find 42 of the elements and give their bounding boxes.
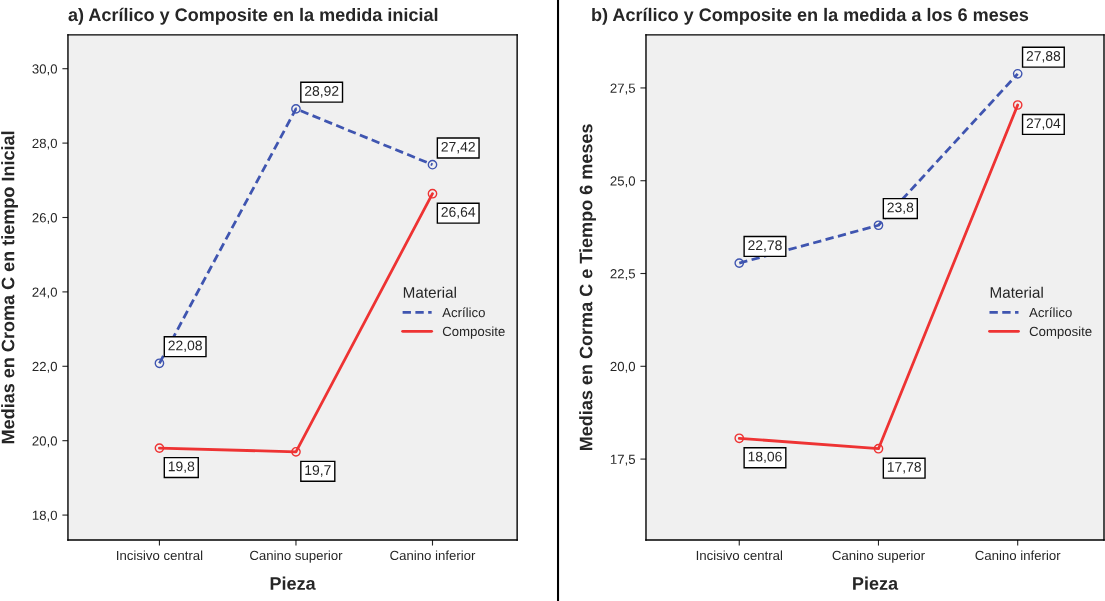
- y-tick-label: 22,5: [610, 269, 636, 280]
- chart-title: b) Acrílico y Composite en la medida a los 6 meses: [592, 7, 1029, 25]
- y-tick-label: 17,5: [610, 454, 636, 466]
- data-label: 22,78: [748, 240, 782, 252]
- legend-label: Composite: [442, 326, 505, 339]
- data-label: 27,04: [1026, 118, 1061, 130]
- chart-title: a) Acrílico y Composite en la medida inicial: [68, 7, 438, 25]
- data-label: 27,88: [1026, 51, 1061, 63]
- data-label: 28,92: [304, 86, 339, 98]
- legend-label: Acrílico: [442, 307, 485, 318]
- x-tick-label: Incisivo central: [696, 550, 783, 561]
- legend-label: Composite: [1029, 326, 1092, 339]
- y-tick-label: 18,0: [32, 510, 58, 522]
- y-tick-label: 25,0: [610, 176, 636, 188]
- y-tick-label: 26,0: [32, 213, 58, 224]
- data-label: 23,8: [887, 202, 914, 214]
- x-axis-title: Pieza: [270, 576, 316, 590]
- y-tick-label: 27,5: [610, 83, 636, 95]
- y-tick-label: 20,0: [32, 436, 58, 448]
- y-axis-title: Medias en Croma C en tiempo Inicial: [1, 131, 18, 444]
- x-axis-title: Pieza: [853, 576, 899, 590]
- data-label: 26,64: [441, 207, 476, 219]
- data-label: 19,7: [305, 465, 331, 477]
- x-tick-label: Incisivo central: [117, 550, 203, 561]
- data-label: 19,8: [168, 461, 195, 473]
- y-axis-title: Medias en Corma C e Tiempo 6 meses: [579, 124, 596, 451]
- x-tick-label: Canino superior: [832, 550, 925, 563]
- data-label: 17,78: [887, 462, 921, 474]
- x-tick-label: Canino inferior: [390, 550, 476, 561]
- data-label: 18,06: [748, 451, 782, 464]
- legend-title: Material: [403, 286, 456, 298]
- data-label: 22,08: [168, 340, 202, 353]
- y-tick-label: 22,0: [32, 361, 58, 373]
- y-tick-label: 24,0: [32, 287, 58, 299]
- y-tick-label: 30,0: [32, 64, 58, 76]
- y-tick-label: 20,0: [610, 361, 636, 373]
- x-tick-label: Canino inferior: [975, 550, 1061, 561]
- data-label: 27,42: [441, 141, 475, 154]
- legend-title: Material: [990, 286, 1043, 298]
- x-tick-label: Canino superior: [250, 550, 343, 563]
- legend-label: Acrílico: [1029, 307, 1072, 318]
- y-tick-label: 28,0: [32, 138, 58, 150]
